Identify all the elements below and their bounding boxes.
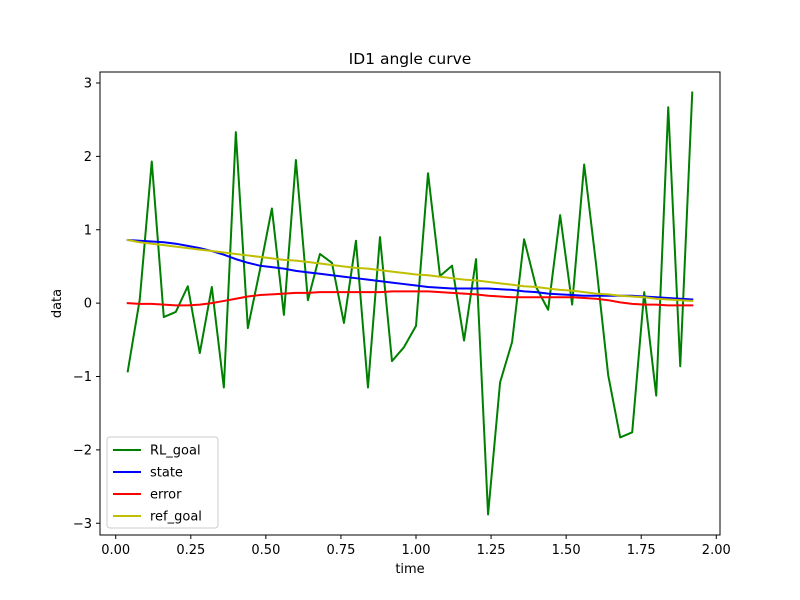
- legend-label: RL_goal: [150, 444, 201, 459]
- y-tick-label: −1: [73, 370, 92, 385]
- x-tick-label: 0.25: [176, 543, 205, 558]
- series-line-error: [126, 290, 694, 307]
- x-tick-label: 1.50: [552, 543, 581, 558]
- series-line-ref-goal: [126, 238, 694, 302]
- series-line-state: [126, 238, 694, 301]
- x-tick-label: 1.75: [627, 543, 656, 558]
- x-axis-title: time: [395, 562, 424, 577]
- x-tick-label: 0.00: [101, 543, 130, 558]
- y-tick-label: 0: [84, 297, 92, 312]
- y-tick-label: 2: [84, 150, 92, 165]
- y-tick-label: 3: [84, 77, 92, 92]
- y-tick-label: 1: [84, 223, 92, 238]
- x-tick-label: 2.00: [702, 543, 731, 558]
- y-axis-title: data: [50, 289, 65, 318]
- x-tick-label: 0.75: [326, 543, 355, 558]
- x-tick-label: 1.00: [402, 543, 431, 558]
- y-axis: −3 −2 −1 0 1 2 3: [73, 77, 100, 532]
- legend-box: [106, 436, 219, 529]
- x-tick-label: 1.25: [477, 543, 506, 558]
- legend-label: ref_goal: [150, 510, 202, 525]
- y-tick-label: −2: [73, 443, 92, 458]
- legend-label: state: [150, 466, 183, 481]
- x-axis: 0.00 0.25 0.50 0.75 1.00 1.25 1.50 1.75 2.00: [101, 535, 731, 558]
- x-tick-label: 0.50: [251, 543, 280, 558]
- chart-title: ID1 angle curve: [349, 50, 472, 68]
- series-line-rl-goal: [126, 91, 694, 516]
- y-tick-label: −3: [73, 517, 92, 532]
- legend-label: error: [150, 488, 182, 503]
- series-layer: [126, 91, 694, 516]
